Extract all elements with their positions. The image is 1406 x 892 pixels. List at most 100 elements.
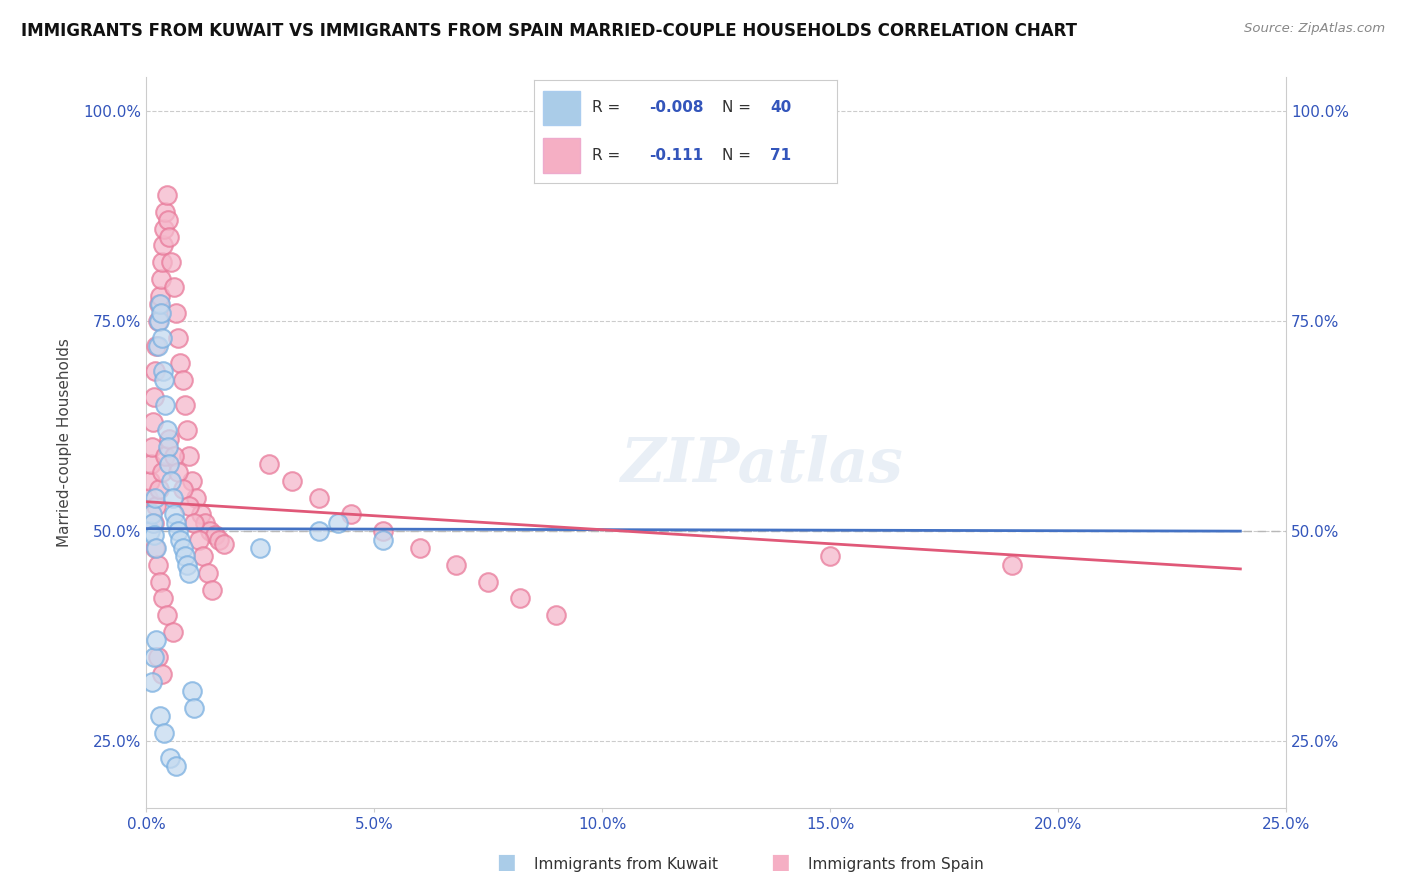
Point bbox=[152, 591, 174, 606]
Point bbox=[191, 549, 214, 564]
Point bbox=[157, 457, 180, 471]
Point bbox=[186, 491, 208, 505]
Point bbox=[183, 700, 205, 714]
Point bbox=[165, 759, 187, 773]
Point bbox=[326, 516, 349, 530]
Point bbox=[146, 339, 169, 353]
Point bbox=[143, 364, 166, 378]
Point bbox=[159, 751, 181, 765]
Point bbox=[172, 541, 194, 555]
Point bbox=[162, 491, 184, 505]
Point bbox=[167, 331, 190, 345]
Point bbox=[143, 541, 166, 555]
Point bbox=[150, 465, 173, 479]
Point bbox=[139, 474, 162, 488]
Text: Immigrants from Spain: Immigrants from Spain bbox=[808, 857, 984, 872]
Point bbox=[155, 449, 177, 463]
Point bbox=[153, 221, 176, 235]
Text: R =: R = bbox=[592, 101, 624, 115]
Text: 40: 40 bbox=[770, 101, 792, 115]
Point bbox=[141, 440, 163, 454]
FancyBboxPatch shape bbox=[543, 91, 579, 126]
Point bbox=[143, 491, 166, 505]
Point bbox=[156, 188, 179, 202]
Point bbox=[139, 457, 162, 471]
Point bbox=[143, 528, 166, 542]
Point bbox=[150, 255, 173, 269]
Point bbox=[163, 508, 186, 522]
Point bbox=[149, 297, 172, 311]
Text: ■: ■ bbox=[496, 853, 516, 872]
Point bbox=[259, 457, 281, 471]
Point bbox=[169, 533, 191, 547]
Point bbox=[169, 356, 191, 370]
Point bbox=[150, 667, 173, 681]
Point bbox=[165, 306, 187, 320]
Point bbox=[176, 423, 198, 437]
Point bbox=[373, 533, 395, 547]
Point bbox=[142, 415, 165, 429]
Point bbox=[138, 491, 160, 505]
Point bbox=[139, 524, 162, 538]
Point bbox=[477, 574, 499, 589]
Point bbox=[281, 474, 304, 488]
Point bbox=[146, 650, 169, 665]
Point bbox=[160, 255, 183, 269]
Point bbox=[150, 331, 173, 345]
Point bbox=[308, 491, 330, 505]
Point bbox=[818, 549, 841, 564]
Point bbox=[143, 650, 166, 665]
Point bbox=[212, 537, 235, 551]
Point bbox=[153, 725, 176, 739]
Text: -0.008: -0.008 bbox=[650, 101, 703, 115]
Text: R =: R = bbox=[592, 148, 624, 162]
Point bbox=[409, 541, 432, 555]
Point bbox=[145, 541, 167, 555]
Text: N =: N = bbox=[721, 148, 755, 162]
Point bbox=[142, 516, 165, 530]
Point bbox=[152, 238, 174, 252]
Point bbox=[149, 306, 172, 320]
Point bbox=[146, 314, 169, 328]
Point bbox=[208, 533, 231, 547]
Point bbox=[156, 423, 179, 437]
Point bbox=[165, 516, 187, 530]
Text: -0.111: -0.111 bbox=[650, 148, 703, 162]
Text: N =: N = bbox=[721, 101, 755, 115]
Point bbox=[145, 339, 167, 353]
Point bbox=[183, 516, 205, 530]
Text: IMMIGRANTS FROM KUWAIT VS IMMIGRANTS FROM SPAIN MARRIED-COUPLE HOUSEHOLDS CORREL: IMMIGRANTS FROM KUWAIT VS IMMIGRANTS FRO… bbox=[21, 22, 1077, 40]
Point bbox=[180, 683, 202, 698]
Point bbox=[179, 499, 201, 513]
Y-axis label: Married-couple Households: Married-couple Households bbox=[58, 338, 72, 548]
Point bbox=[174, 398, 197, 412]
Point bbox=[145, 633, 167, 648]
Point bbox=[1001, 558, 1024, 572]
Point bbox=[146, 558, 169, 572]
Point bbox=[145, 499, 167, 513]
Point bbox=[546, 608, 568, 623]
Point bbox=[157, 230, 180, 244]
Point bbox=[180, 474, 202, 488]
Point bbox=[340, 508, 363, 522]
Point bbox=[179, 449, 201, 463]
Point bbox=[148, 297, 170, 311]
Point bbox=[141, 675, 163, 690]
Point bbox=[204, 528, 226, 542]
Point bbox=[157, 432, 180, 446]
Point bbox=[308, 524, 330, 538]
Point bbox=[148, 314, 170, 328]
Point bbox=[156, 608, 179, 623]
Point bbox=[174, 549, 197, 564]
Point bbox=[162, 280, 184, 294]
Point bbox=[172, 373, 194, 387]
Point bbox=[160, 474, 183, 488]
Point bbox=[155, 205, 177, 219]
Text: 71: 71 bbox=[770, 148, 792, 162]
Point bbox=[167, 524, 190, 538]
Point bbox=[143, 516, 166, 530]
Point bbox=[167, 465, 190, 479]
Point bbox=[155, 398, 177, 412]
Point bbox=[149, 709, 172, 723]
Point bbox=[143, 390, 166, 404]
